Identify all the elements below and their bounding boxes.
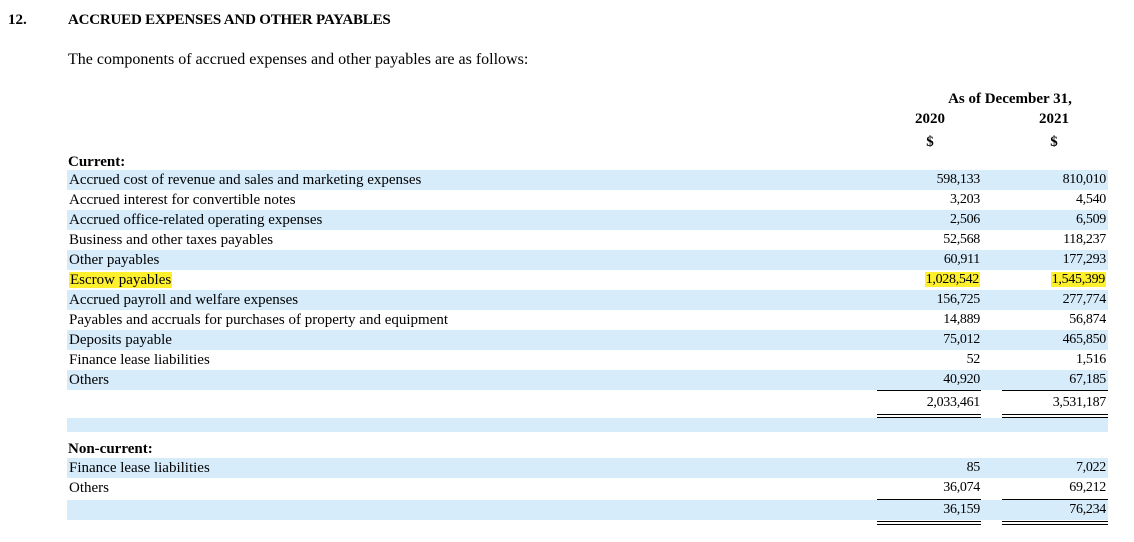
highlight-mark: Escrow payables (69, 272, 173, 288)
value-2020: 75,012 (943, 332, 980, 347)
value-2021: 4,540 (1075, 192, 1106, 207)
value-2021: 810,010 (1062, 172, 1107, 187)
value-2020: 3,203 (949, 192, 980, 207)
row-label: Deposits payable (69, 332, 172, 348)
value-2021: 7,022 (1075, 460, 1106, 475)
total-row: 2,033,461 3,531,187 (0, 393, 1134, 413)
row-label: Accrued payroll and welfare expenses (69, 292, 299, 308)
value-2020: 36,074 (943, 480, 980, 495)
currency-2020: $ (926, 134, 934, 150)
value-2020: 52,568 (943, 232, 980, 247)
value-2020: 156,725 (936, 292, 981, 307)
value-2020: 85 (966, 460, 981, 475)
value-2020: 1,028,542 (880, 271, 980, 289)
highlight-mark: 1,028,542 (924, 272, 980, 287)
value-2021: 465,850 (1062, 332, 1107, 347)
highlight-mark: 1,545,399 (1050, 272, 1106, 287)
value-2020: 40,920 (943, 372, 980, 387)
row-label: Accrued office-related operating expense… (69, 212, 323, 228)
section-title: ACCRUED EXPENSES AND OTHER PAYABLES (68, 12, 391, 28)
row-label: Accrued cost of revenue and sales and ma… (69, 172, 422, 188)
value-2021: 67,185 (1069, 372, 1106, 387)
total-2020: 2,033,461 (926, 395, 981, 410)
row-label: Finance lease liabilities (69, 352, 210, 368)
row-label: Others (69, 372, 109, 388)
value-2021: 6,509 (1075, 212, 1106, 227)
value-2020: 14,889 (943, 312, 980, 327)
table-row: Payables and accruals for purchases of p… (0, 310, 1134, 330)
value-2021: 56,874 (1069, 312, 1106, 327)
note-number: 12. (8, 12, 27, 28)
total-double-rule (877, 521, 981, 525)
intro-text: The components of accrued expenses and o… (68, 51, 529, 68)
subtotal-rule (877, 390, 981, 391)
value-2021: 277,774 (1062, 292, 1107, 307)
subtotal-rule (1002, 390, 1108, 391)
table-row: Accrued interest for convertible notes 3… (0, 190, 1134, 210)
table-row: Business and other taxes payables 52,568… (0, 230, 1134, 250)
column-header-2021: 2021 (1039, 111, 1069, 127)
table-row: Finance lease liabilities 52 1,516 (0, 350, 1134, 370)
value-2020: 60,911 (943, 252, 980, 267)
subtotal-rule (877, 499, 981, 500)
table-row: Accrued office-related operating expense… (0, 210, 1134, 230)
table-row: Others 36,074 69,212 (0, 478, 1134, 498)
value-2021: 118,237 (1063, 232, 1106, 247)
total-row: 36,159 76,234 (0, 500, 1134, 520)
total-2021: 76,234 (1069, 502, 1106, 517)
value-2021: 1,516 (1075, 352, 1106, 367)
table-row: Deposits payable 75,012 465,850 (0, 330, 1134, 350)
row-label: Finance lease liabilities (69, 460, 210, 476)
table-row: Other payables 60,911 177,293 (0, 250, 1134, 270)
total-2020: 36,159 (943, 502, 980, 517)
value-2020: 2,506 (949, 212, 980, 227)
table-row: Finance lease liabilities 85 7,022 (0, 458, 1134, 478)
row-label: Business and other taxes payables (69, 232, 274, 248)
noncurrent-heading: Non-current: (68, 441, 153, 457)
row-label: Payables and accruals for purchases of p… (69, 312, 449, 328)
total-2021: 3,531,187 (1052, 395, 1107, 410)
total-double-rule (1002, 521, 1108, 525)
spacer-row (0, 418, 1134, 432)
current-heading: Current: (68, 154, 126, 170)
subtotal-rule (1002, 499, 1108, 500)
value-2021: 1,545,399 (1002, 271, 1106, 289)
value-2020: 598,133 (936, 172, 981, 187)
value-2020: 52 (966, 352, 981, 367)
table-row: Accrued cost of revenue and sales and ma… (0, 170, 1134, 190)
column-header-as-of: As of December 31, (948, 91, 1072, 107)
row-label: Others (69, 480, 109, 496)
value-2021: 177,293 (1062, 252, 1107, 267)
currency-2021: $ (1050, 134, 1058, 150)
table-row: Accrued payroll and welfare expenses 156… (0, 290, 1134, 310)
table-row: Others 40,920 67,185 (0, 370, 1134, 390)
total-double-rule (877, 414, 981, 418)
row-label: Escrow payables (69, 271, 173, 289)
row-label: Accrued interest for convertible notes (69, 192, 296, 208)
column-header-2020: 2020 (915, 111, 945, 127)
total-double-rule (1002, 414, 1108, 418)
row-label: Other payables (69, 252, 160, 268)
value-2021: 69,212 (1069, 480, 1106, 495)
table-row-highlighted: Escrow payables 1,028,542 1,545,399 (0, 270, 1134, 290)
